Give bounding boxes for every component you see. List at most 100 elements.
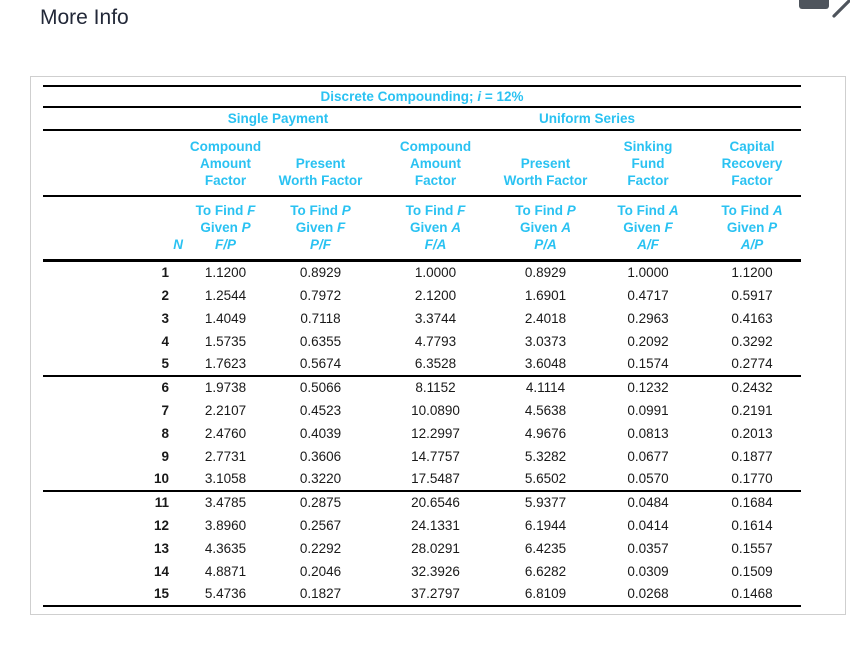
factor-value: 0.5066: [299, 380, 342, 395]
col-af-name: Sinking Fund Factor: [593, 130, 703, 197]
n-value: 12: [153, 517, 169, 533]
factor-value: 6.1944: [524, 517, 567, 533]
n-value: 7: [161, 402, 169, 418]
factor-value: 12.2997: [411, 425, 460, 441]
n-value: 8: [161, 425, 169, 441]
factor-value: 24.1331: [411, 517, 460, 533]
table-row: 10 3.1058 0.3220 17.5487 5.6502 0.0570 0.1770: [43, 467, 802, 492]
factor-value: 1.2544: [204, 287, 247, 303]
n-value: 5: [43, 352, 183, 377]
factor-value: 1.0000: [627, 265, 669, 281]
factor-value: 0.0570: [593, 467, 703, 492]
factor-value: 0.1468: [703, 582, 802, 607]
factor-value: 0.4163: [731, 310, 773, 326]
n-value: 6: [161, 380, 169, 395]
n-value: 9: [161, 448, 169, 464]
group-header-row: Single Payment Uniform Series: [43, 107, 802, 131]
n-column-header: N: [43, 196, 183, 262]
factor-value: 0.2875: [299, 495, 342, 510]
table-row: 5 1.7623 0.5674 6.3528 3.6048 0.1574 0.2774: [43, 352, 802, 377]
factor-value: 6.6282: [524, 563, 567, 579]
close-icon[interactable]: [830, 0, 850, 18]
table-row: 15 5.4736 0.1827 37.2797 6.8109 0.0268 0.1468: [43, 582, 802, 607]
factor-value: 0.2191: [731, 402, 773, 418]
n-value: 15: [43, 582, 183, 607]
factor-value: 0.1509: [731, 563, 773, 579]
n-value: 4: [161, 333, 169, 349]
factor-value: 6.8109: [498, 582, 593, 607]
discrete-compounding-table: Discrete Compounding; i = 12% Single Pay…: [43, 85, 802, 607]
factor-value: 1.7623: [183, 352, 268, 377]
factor-value: 4.1114: [525, 380, 566, 395]
factor-value: 5.3282: [524, 448, 567, 464]
factor-value: 0.1614: [731, 517, 773, 533]
factor-value: 0.2292: [299, 540, 342, 556]
col-pf-name: Present Worth Factor: [268, 130, 373, 197]
factor-value: 2.2107: [204, 402, 247, 418]
factor-value: 4.3635: [204, 540, 247, 556]
factor-value: 0.1684: [731, 495, 773, 510]
table-row: 14 4.8871 0.2046 32.3926 6.6282 0.0309 0.1509: [43, 560, 801, 583]
table-row: 7 2.2107 0.4523 10.0890 4.5638 0.0991 0.2191: [43, 399, 801, 422]
factor-value: 32.3926: [411, 563, 460, 579]
factor-value: 0.8929: [299, 265, 342, 281]
factor-value: 3.1058: [183, 467, 268, 492]
col-pa-find: To Find P Given A P/A: [498, 196, 593, 262]
factor-value: 20.6546: [411, 495, 460, 510]
factor-value: 1.5735: [204, 333, 247, 349]
factor-value: 0.5917: [731, 287, 773, 303]
factor-value: 0.3292: [731, 333, 773, 349]
factor-value: 0.0484: [627, 495, 669, 510]
n-value: 11: [154, 495, 169, 510]
factor-value: 5.6502: [498, 467, 593, 492]
factor-value: 0.0268: [593, 582, 703, 607]
factor-value: 0.3606: [299, 448, 342, 464]
factor-value: 5.4736: [183, 582, 268, 607]
factor-value: 0.0991: [627, 402, 669, 418]
factor-value: 2.1200: [414, 287, 457, 303]
titlebar-button-icon[interactable]: [799, 0, 829, 9]
factor-value: 0.2092: [627, 333, 669, 349]
col-af-find: To Find A Given F A/F: [593, 196, 703, 262]
col-pa-name: Present Worth Factor: [498, 130, 593, 197]
factor-value: 0.7972: [299, 287, 342, 303]
n-value: 3: [161, 310, 169, 326]
factor-value: 5.9377: [524, 495, 567, 510]
factor-value: 0.3220: [268, 467, 373, 492]
col-ap-name: Capital Recovery Factor: [703, 130, 802, 197]
factor-value: 3.8960: [204, 517, 247, 533]
table-row: 12 3.8960 0.2567 24.1331 6.1944 0.0414 0.1614: [43, 514, 801, 537]
group-spacer: [43, 107, 183, 131]
factor-value: 37.2797: [373, 582, 498, 607]
factor-value: 0.1557: [731, 540, 773, 556]
factor-value: 0.1827: [268, 582, 373, 607]
factor-value: 3.6048: [498, 352, 593, 377]
factor-value: 3.3744: [414, 310, 457, 326]
factor-value: 0.0813: [627, 425, 669, 441]
factor-name-row: Compound Amount Factor Present Worth Factor…: [43, 130, 802, 197]
table-row: 2 1.2544 0.7972 2.1200 1.6901 0.4717 0.5917: [43, 284, 801, 307]
n-value: 14: [153, 563, 169, 579]
factor-value: 6.3528: [373, 352, 498, 377]
factor-value: 0.1574: [593, 352, 703, 377]
col-pf-find: To Find P Given F P/F: [268, 196, 373, 262]
factor-value: 3.4785: [204, 495, 247, 510]
page-title: More Info: [40, 6, 129, 29]
n-value: 13: [153, 540, 169, 556]
factor-value: 0.5674: [268, 352, 373, 377]
factor-value: 0.0309: [627, 563, 669, 579]
group-single-payment: Single Payment: [183, 107, 373, 131]
factor-value: 0.8929: [524, 265, 567, 281]
name-spacer: [43, 130, 183, 197]
factor-value: 2.4018: [524, 310, 567, 326]
table-row: 3 1.4049 0.7118 3.3744 2.4018 0.2963 0.4163: [43, 307, 801, 330]
table-row: 13 4.3635 0.2292 28.0291 6.4235 0.0357 0.1557: [43, 537, 801, 560]
factor-value: 10.0890: [411, 402, 460, 418]
table-row: 4 1.5735 0.6355 4.7793 3.0373 0.2092 0.3292: [43, 330, 801, 353]
factor-value: 14.7757: [411, 448, 460, 464]
factor-value: 1.9738: [204, 380, 247, 395]
factor-value: 4.7793: [414, 333, 457, 349]
factor-value: 0.2013: [731, 425, 773, 441]
factor-value: 0.2432: [731, 380, 773, 395]
factor-value: 0.4717: [627, 287, 669, 303]
